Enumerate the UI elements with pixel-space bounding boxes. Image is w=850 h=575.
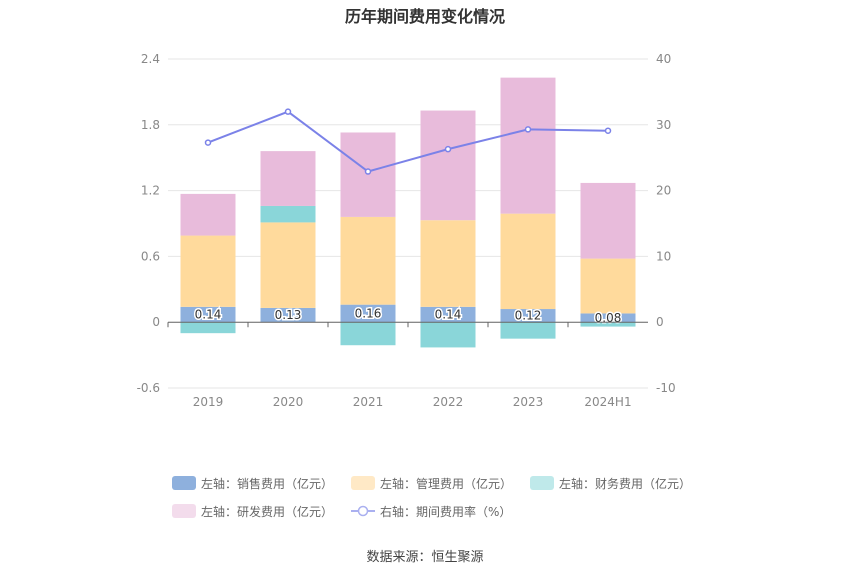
x-tick-label: 2023 bbox=[513, 395, 544, 409]
chart-legend: 左轴：销售费用（亿元） 左轴：管理费用（亿元） 左轴：财务费用（亿元） 左轴：研… bbox=[172, 472, 692, 528]
legend-label-admin: 左轴：管理费用（亿元） bbox=[380, 476, 513, 491]
legend-swatch-sales bbox=[172, 476, 196, 490]
legend-item-finance[interactable]: 左轴：财务费用（亿元） bbox=[530, 475, 691, 492]
bar-segment bbox=[260, 307, 316, 323]
legend-swatch-rate bbox=[351, 505, 376, 517]
bar-segment bbox=[500, 213, 556, 310]
bar-segment bbox=[260, 222, 316, 308]
x-tick-label: 2024H1 bbox=[584, 395, 631, 409]
bar-segment bbox=[340, 322, 396, 346]
bar-segment bbox=[340, 216, 396, 305]
y-right-tick-label: 0 bbox=[656, 315, 664, 329]
y-left-tick-label: 0 bbox=[152, 315, 160, 329]
bar-data-label: 0.08 bbox=[595, 311, 622, 325]
y-left-tick-label: 1.8 bbox=[141, 118, 160, 132]
bar-segment bbox=[420, 322, 476, 348]
bar-segment bbox=[260, 205, 316, 223]
x-tick-label: 2019 bbox=[193, 395, 224, 409]
y-right-tick-label: 30 bbox=[656, 118, 671, 132]
legend-item-admin[interactable]: 左轴：管理费用（亿元） bbox=[351, 475, 512, 492]
bar-segment bbox=[580, 258, 636, 314]
bar-segment bbox=[180, 235, 236, 307]
rate-point bbox=[204, 139, 212, 146]
bar-segment bbox=[420, 110, 476, 221]
bar-segment bbox=[500, 322, 556, 339]
bar-segment bbox=[420, 220, 476, 307]
bar-segment bbox=[180, 306, 236, 323]
legend-label-rd: 左轴：研发费用（亿元） bbox=[201, 504, 334, 519]
rate-point bbox=[444, 145, 452, 153]
bar-segment bbox=[260, 151, 316, 206]
y-left-tick-label: 1.2 bbox=[141, 184, 160, 198]
y-right-tick-label: 20 bbox=[656, 184, 671, 198]
bar-segment bbox=[180, 193, 236, 236]
y-left-tick-label: 2.4 bbox=[141, 52, 160, 66]
chart-title: 历年期间费用变化情况 bbox=[344, 7, 505, 26]
y-right-tick-label: 40 bbox=[656, 52, 671, 66]
bar-segment bbox=[180, 322, 236, 334]
legend-item-rd[interactable]: 左轴：研发费用（亿元） bbox=[172, 503, 333, 520]
legend-item-sales[interactable]: 左轴：销售费用（亿元） bbox=[172, 475, 333, 492]
legend-label-finance: 左轴：财务费用（亿元） bbox=[559, 476, 692, 491]
rate-point bbox=[284, 108, 292, 115]
x-tick-label: 2020 bbox=[273, 395, 304, 409]
rate-line bbox=[207, 110, 609, 173]
legend-label-rate: 右轴：期间费用率（%） bbox=[380, 504, 512, 519]
rate-point bbox=[364, 168, 372, 175]
legend-item-rate[interactable]: 右轴：期间费用率（%） bbox=[351, 503, 511, 520]
x-tick-label: 2022 bbox=[433, 395, 464, 409]
bar-data-label: 0.14 bbox=[195, 308, 222, 322]
legend-label-sales: 左轴：销售费用（亿元） bbox=[201, 476, 334, 491]
bar-segment bbox=[420, 306, 476, 323]
x-tick-label: 2021 bbox=[353, 395, 384, 409]
bar-segment bbox=[580, 313, 636, 323]
legend-swatch-admin bbox=[351, 476, 376, 490]
rate-point bbox=[524, 126, 532, 133]
data-source: 数据来源：恒生聚源 bbox=[366, 550, 484, 565]
bar-segment bbox=[500, 77, 556, 214]
y-right-tick-label: -10 bbox=[656, 381, 676, 395]
bar-data-label: 0.12 bbox=[515, 309, 542, 323]
bar-segment bbox=[340, 304, 396, 323]
bar-segment bbox=[580, 322, 636, 327]
y-right-tick-label: 10 bbox=[656, 249, 671, 263]
y-left-tick-label: -0.6 bbox=[137, 381, 160, 395]
bar-data-label: 0.16 bbox=[355, 306, 382, 320]
legend-swatch-finance bbox=[530, 476, 555, 490]
bar-segment bbox=[500, 309, 556, 323]
legend-swatch-rd bbox=[172, 504, 196, 518]
chart-plot: 0.14 0.13 0.16 0.14 0.12 0.08 -0.6 0 0.6 1.2 1.8 2… bbox=[137, 52, 676, 409]
bar-data-label: 0.13 bbox=[275, 308, 302, 322]
bar-segment bbox=[580, 182, 636, 259]
y-left-tick-label: 0.6 bbox=[141, 249, 160, 263]
rate-point bbox=[604, 127, 612, 134]
bar-data-label: 0.14 bbox=[435, 308, 462, 322]
